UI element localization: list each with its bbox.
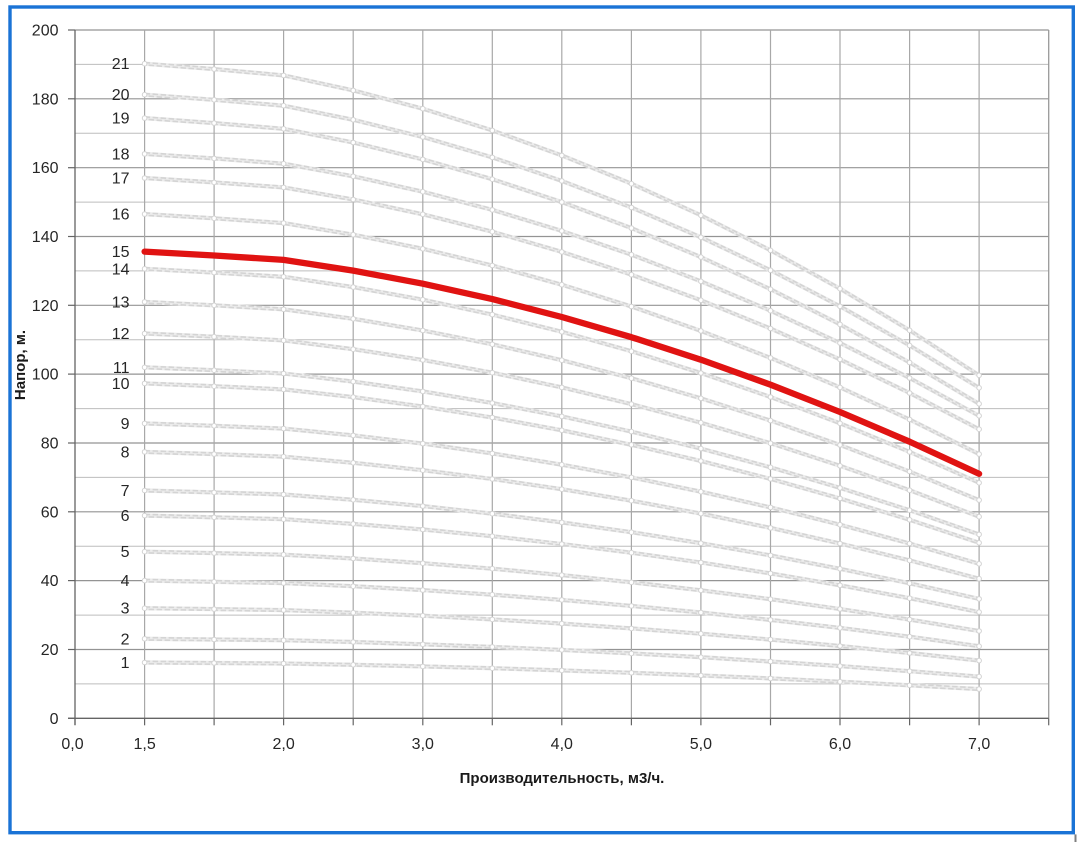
svg-text:12: 12 [112, 326, 130, 343]
svg-text:2,0: 2,0 [272, 736, 294, 753]
svg-text:1: 1 [121, 655, 130, 672]
svg-text:40: 40 [41, 573, 59, 590]
svg-text:18: 18 [112, 146, 130, 163]
svg-text:1,5: 1,5 [133, 736, 155, 753]
svg-text:7,0: 7,0 [968, 736, 990, 753]
svg-text:4,0: 4,0 [551, 736, 573, 753]
svg-text:Производительность, м3/ч.: Производительность, м3/ч. [460, 770, 665, 787]
svg-text:20: 20 [41, 642, 59, 659]
svg-text:21: 21 [112, 56, 130, 73]
svg-text:80: 80 [41, 436, 59, 453]
svg-text:14: 14 [112, 261, 130, 278]
svg-text:8: 8 [121, 444, 130, 461]
svg-text:120: 120 [32, 298, 59, 315]
svg-text:20: 20 [112, 87, 130, 104]
svg-text:11: 11 [113, 360, 130, 377]
svg-text:0,0: 0,0 [61, 736, 83, 753]
svg-text:3,0: 3,0 [412, 736, 434, 753]
svg-text:200: 200 [32, 23, 59, 40]
svg-text:6: 6 [121, 508, 130, 525]
svg-text:13: 13 [112, 294, 130, 311]
svg-text:Напор, м.: Напор, м. [12, 330, 29, 400]
svg-text:9: 9 [121, 416, 130, 433]
svg-text:100: 100 [32, 367, 59, 384]
svg-text:2: 2 [121, 631, 130, 648]
svg-text:5,0: 5,0 [690, 736, 712, 753]
svg-text:7: 7 [121, 483, 130, 500]
svg-text:60: 60 [41, 504, 59, 521]
svg-text:6,0: 6,0 [829, 736, 851, 753]
svg-text:5: 5 [121, 544, 130, 561]
svg-text:10: 10 [112, 376, 130, 393]
svg-text:17: 17 [112, 171, 130, 188]
svg-text:4: 4 [121, 573, 130, 590]
svg-text:160: 160 [32, 160, 59, 177]
svg-text:140: 140 [32, 229, 59, 246]
svg-text:0: 0 [50, 711, 59, 728]
svg-text:15: 15 [112, 244, 130, 261]
svg-text:3: 3 [121, 601, 130, 618]
svg-text:180: 180 [32, 91, 59, 108]
svg-text:19: 19 [112, 111, 130, 128]
svg-text:16: 16 [112, 207, 130, 224]
